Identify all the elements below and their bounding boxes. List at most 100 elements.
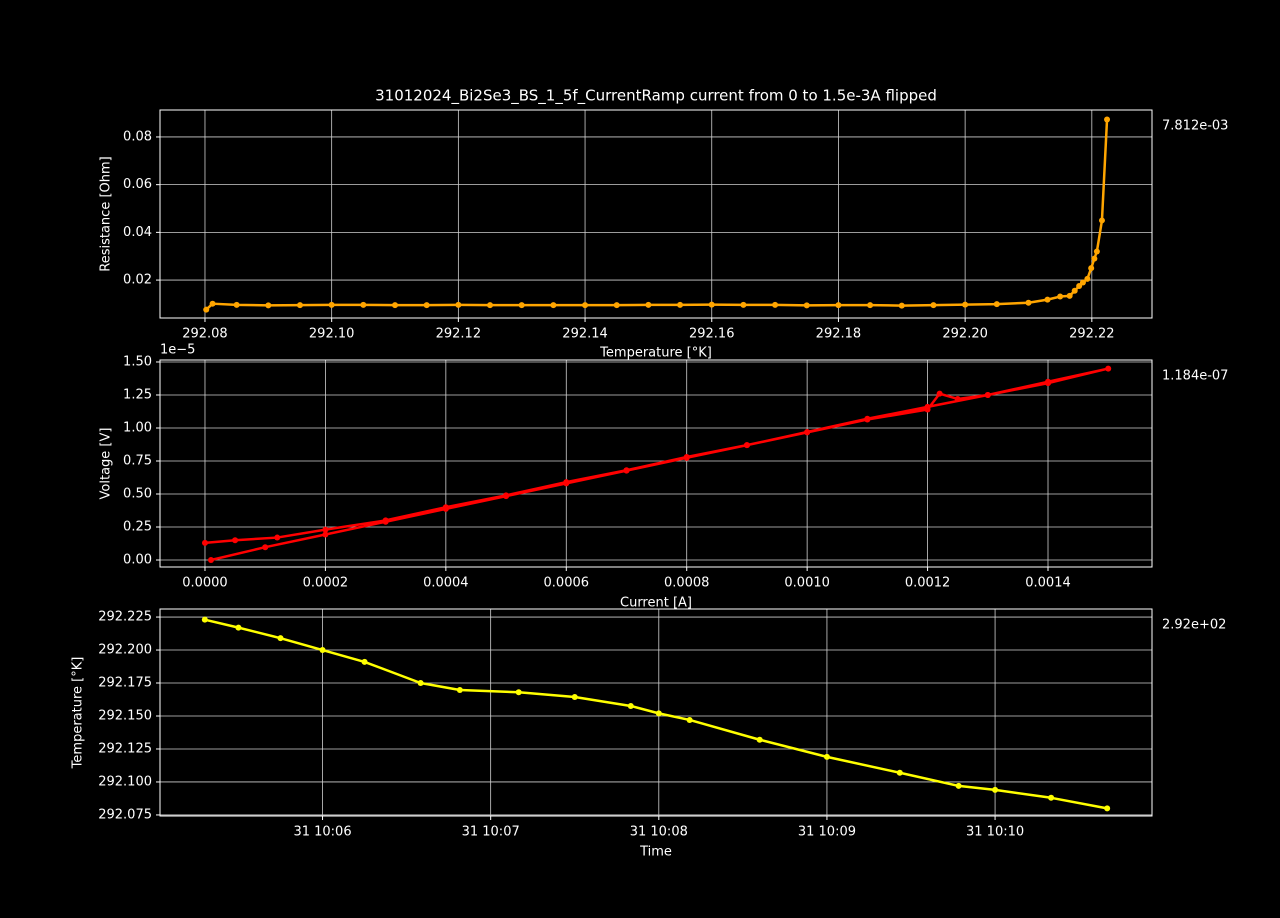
- side-annotation: 1.184e-07: [1162, 369, 1228, 384]
- data-point: [984, 391, 991, 398]
- data-point: [1105, 365, 1112, 372]
- x-axis-label: Current [A]: [620, 596, 692, 611]
- axes-frame: [159, 109, 1153, 319]
- y-tick-label: 292.225: [98, 610, 152, 625]
- data-point: [1079, 279, 1086, 286]
- data-point: [993, 301, 1000, 308]
- data-point: [804, 428, 811, 435]
- data-point: [423, 302, 430, 309]
- y-tick-label: 292.075: [98, 807, 152, 822]
- data-point: [319, 647, 326, 654]
- y-tick-label: 1.25: [123, 387, 152, 402]
- y-tick-label: 0.08: [123, 129, 152, 144]
- axes-frame: [159, 608, 1153, 817]
- data-point: [708, 301, 715, 308]
- data-point: [683, 454, 690, 461]
- x-tick-label: 31 10:07: [462, 825, 520, 840]
- data-point: [1093, 248, 1100, 255]
- data-point: [361, 658, 368, 665]
- data-point: [262, 544, 269, 551]
- data-point: [835, 302, 842, 309]
- x-tick-label: 0.0004: [423, 576, 469, 591]
- y-tick-label: 0.04: [123, 225, 152, 240]
- x-tick-label: 0.0006: [544, 576, 590, 591]
- y-axis-label: Voltage [V]: [99, 428, 114, 500]
- data-point: [1104, 116, 1111, 123]
- y-tick-label: 0.06: [123, 177, 152, 192]
- x-tick-label: 292.10: [309, 327, 355, 342]
- data-point: [740, 301, 747, 308]
- data-point: [322, 531, 329, 538]
- data-point: [515, 689, 522, 696]
- data-point: [1098, 217, 1105, 224]
- x-axis-label: Temperature [°K]: [599, 346, 712, 361]
- data-point: [1044, 296, 1051, 303]
- data-point: [1084, 275, 1091, 282]
- y-tick-label: 292.175: [98, 676, 152, 691]
- data-point: [296, 302, 303, 309]
- data-point: [677, 301, 684, 308]
- data-point: [209, 300, 216, 307]
- data-point: [456, 687, 463, 694]
- data-point: [360, 301, 367, 308]
- x-tick-label: 31 10:10: [966, 825, 1024, 840]
- data-point: [582, 302, 589, 309]
- data-point: [627, 702, 634, 709]
- y-axis-label: Resistance [Ohm]: [99, 156, 114, 271]
- chart-title: 31012024_Bi2Se3_BS_1_5f_CurrentRamp curr…: [375, 87, 937, 106]
- data-point: [896, 769, 903, 776]
- y-tick-label: 292.125: [98, 741, 152, 756]
- data-point: [201, 539, 208, 546]
- data-point: [487, 302, 494, 309]
- data-point: [1091, 255, 1098, 262]
- data-point: [1057, 293, 1064, 300]
- data-point: [823, 753, 830, 760]
- data-point: [265, 302, 272, 309]
- data-line: [204, 367, 1110, 562]
- x-axis-label: Time: [639, 845, 672, 860]
- data-point: [277, 635, 284, 642]
- data-point: [203, 306, 210, 313]
- data-point: [898, 302, 905, 309]
- data-point: [743, 442, 750, 449]
- data-point: [936, 390, 943, 397]
- y-tick-label: 292.100: [98, 774, 152, 789]
- data-point: [503, 492, 510, 499]
- data-point: [655, 710, 662, 717]
- data-point: [455, 301, 462, 308]
- data-point: [518, 302, 525, 309]
- data-point: [930, 302, 937, 309]
- y-tick-label: 1.00: [123, 420, 152, 435]
- data-point: [623, 467, 630, 474]
- x-tick-label: 292.20: [942, 327, 988, 342]
- x-tick-label: 292.18: [816, 327, 862, 342]
- data-point: [803, 302, 810, 309]
- data-point: [1076, 283, 1083, 290]
- y-tick-label: 292.200: [98, 643, 152, 658]
- side-annotation: 2.92e+02: [1162, 618, 1226, 633]
- x-tick-label: 292.14: [562, 327, 608, 342]
- y-tick-label: 292.150: [98, 708, 152, 723]
- x-tick-label: 0.0008: [664, 576, 710, 591]
- data-point: [867, 302, 874, 309]
- data-point: [322, 526, 329, 533]
- data-point: [1088, 265, 1095, 272]
- data-point: [232, 537, 239, 544]
- side-annotation: 7.812e-03: [1162, 119, 1228, 134]
- y-tick-label: 0.75: [123, 453, 152, 468]
- data-point: [233, 301, 240, 308]
- data-point: [1066, 292, 1073, 299]
- data-point: [571, 693, 578, 700]
- data-point: [201, 616, 208, 623]
- x-tick-label: 0.0012: [905, 576, 951, 591]
- data-point: [1045, 380, 1052, 387]
- x-tick-label: 31 10:08: [630, 825, 688, 840]
- x-tick-label: 0.0014: [1025, 576, 1071, 591]
- data-point: [954, 395, 961, 402]
- x-tick-label: 31 10:09: [798, 825, 856, 840]
- y-tick-label: 0.25: [123, 519, 152, 534]
- data-point: [992, 786, 999, 793]
- data-point: [274, 534, 281, 541]
- x-tick-label: 31 10:06: [293, 825, 351, 840]
